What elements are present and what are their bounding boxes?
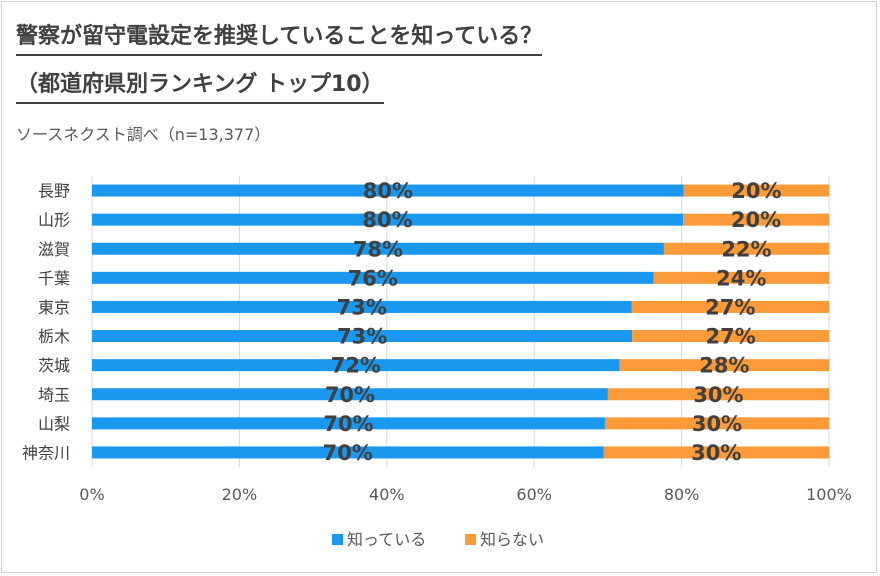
legend-label: 知っている bbox=[347, 530, 426, 549]
data-label: 78% bbox=[353, 237, 403, 261]
data-label: 30% bbox=[691, 441, 741, 465]
data-label: 22% bbox=[721, 237, 771, 261]
bar-known bbox=[92, 359, 620, 372]
legend-swatch bbox=[465, 534, 476, 545]
x-tick-label: 100% bbox=[806, 485, 852, 504]
data-label: 80% bbox=[363, 179, 413, 203]
data-label: 73% bbox=[337, 325, 387, 349]
bar-known bbox=[92, 271, 654, 284]
bar-known bbox=[92, 184, 684, 197]
data-label: 27% bbox=[705, 325, 755, 349]
x-tick-label: 20% bbox=[222, 485, 258, 504]
category-label: 神奈川 bbox=[22, 443, 70, 462]
bar-unknown bbox=[653, 271, 829, 284]
data-label: 72% bbox=[331, 354, 381, 378]
legend-swatch bbox=[332, 534, 343, 545]
data-label: 20% bbox=[731, 179, 781, 203]
category-label: 滋賀 bbox=[38, 240, 70, 259]
bar-known bbox=[92, 300, 632, 313]
bar-known bbox=[92, 213, 684, 226]
bar-known bbox=[92, 446, 604, 459]
category-label: 山形 bbox=[38, 211, 70, 230]
data-label: 20% bbox=[731, 208, 781, 232]
category-label: 長野 bbox=[38, 182, 70, 201]
chart-subtitle: （都道府県別ランキング トップ10） bbox=[16, 74, 384, 104]
chart-title: 警察が留守電設定を推奨していることを知っている？ bbox=[16, 26, 543, 56]
bar-known bbox=[92, 388, 608, 401]
category-label: 東京 bbox=[38, 298, 70, 317]
bar-known bbox=[92, 417, 605, 430]
data-label: 73% bbox=[337, 295, 387, 319]
bar-unknown bbox=[683, 213, 829, 226]
bar-unknown bbox=[619, 359, 829, 372]
data-label: 70% bbox=[325, 383, 375, 407]
bar-unknown bbox=[663, 242, 829, 255]
bar-unknown bbox=[631, 300, 829, 313]
data-label: 70% bbox=[323, 412, 373, 436]
data-label: 80% bbox=[362, 208, 412, 232]
category-label: 埼玉 bbox=[38, 385, 70, 404]
category-label: 千葉 bbox=[38, 269, 70, 288]
bar-unknown bbox=[607, 388, 829, 401]
data-label: 30% bbox=[693, 383, 743, 407]
x-tick-label: 40% bbox=[369, 485, 405, 504]
bar-unknown bbox=[604, 417, 829, 430]
data-label: 30% bbox=[692, 412, 742, 436]
category-label: 茨城 bbox=[38, 356, 70, 375]
bar-known bbox=[92, 242, 664, 255]
bar-unknown bbox=[632, 330, 829, 343]
category-label: 栃木 bbox=[38, 327, 70, 346]
data-label: 28% bbox=[699, 354, 749, 378]
data-label: 27% bbox=[705, 295, 755, 319]
data-label: 24% bbox=[716, 266, 766, 290]
data-label: 70% bbox=[323, 441, 373, 465]
x-tick-label: 80% bbox=[664, 485, 700, 504]
category-label: 山梨 bbox=[38, 414, 70, 433]
bar-unknown bbox=[683, 184, 829, 197]
legend-label: 知らない bbox=[480, 530, 544, 549]
bar-unknown bbox=[603, 446, 829, 459]
chart-source-note: ソースネクスト調べ（n=13,377） bbox=[16, 125, 271, 144]
x-tick-label: 0% bbox=[79, 485, 104, 504]
bar-known bbox=[92, 330, 633, 343]
data-label: 76% bbox=[348, 266, 398, 290]
x-tick-label: 60% bbox=[516, 485, 552, 504]
